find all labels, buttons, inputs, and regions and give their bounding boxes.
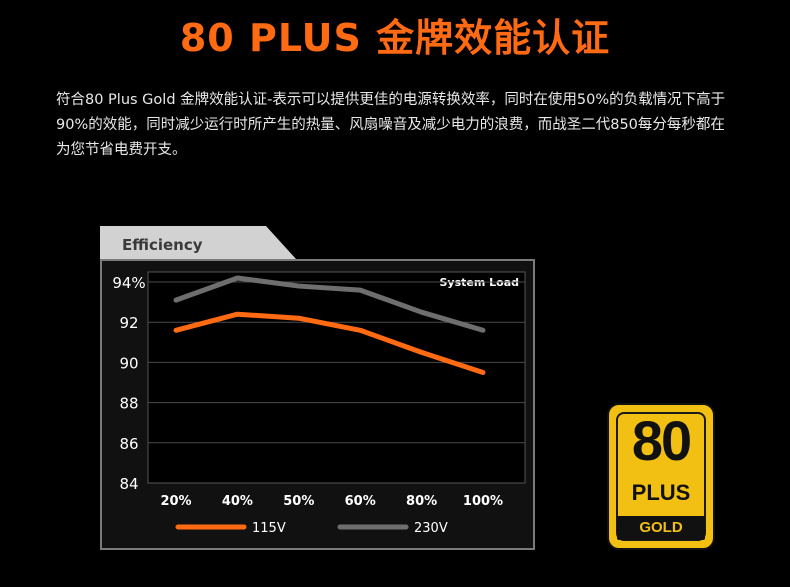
badge-level-label: GOLD	[617, 516, 705, 540]
x-tick-label: 50%	[283, 494, 314, 509]
page-title: 80 PLUS 金牌效能认证	[179, 16, 611, 60]
series-line-115v	[173, 311, 486, 375]
x-tick-label: 100%	[463, 494, 503, 509]
chart-title: Efficiency	[122, 236, 203, 254]
y-tick-label: 94%	[112, 274, 145, 292]
y-tick-label: 90	[119, 354, 138, 372]
80-plus-gold-badge: 80 PLUS GOLD	[607, 403, 715, 550]
legend-label-230v: 230V	[414, 521, 448, 536]
badge-plus-label: PLUS	[631, 480, 691, 505]
x-tick-label: 20%	[160, 494, 191, 509]
badge-number: 80	[631, 409, 692, 472]
chart-plot-area	[147, 271, 526, 484]
legend-label-115v: 115V	[252, 521, 286, 536]
x-tick-label: 80%	[406, 494, 437, 509]
y-tick-labels: 94% 92 90 88 86 84	[112, 274, 145, 493]
badge-frame	[616, 412, 706, 541]
series-line-230v	[173, 275, 486, 333]
series-lines	[173, 275, 486, 375]
page-description: 符合80 Plus Gold 金牌效能认证-表示可以提供更佳的电源转换效率，同时…	[56, 92, 726, 158]
x-tick-label: 60%	[345, 494, 376, 509]
chart-title-tab	[100, 226, 296, 259]
y-tick-label: 88	[119, 395, 138, 413]
y-tick-label: 86	[119, 435, 138, 453]
y-tick-label: 84	[119, 475, 138, 493]
legend: 115V 230V	[175, 521, 448, 536]
x-tick-label: 40%	[222, 494, 253, 509]
x-tick-labels: 20% 40% 50% 60% 80% 100%	[160, 494, 503, 509]
y-tick-label: 92	[119, 314, 138, 332]
